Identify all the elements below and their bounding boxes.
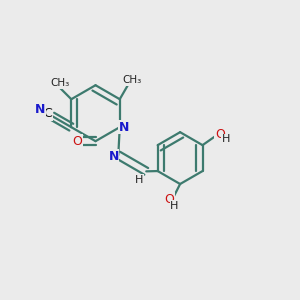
- Text: O: O: [165, 193, 175, 206]
- Text: CH₃: CH₃: [122, 75, 141, 85]
- Text: CH₃: CH₃: [50, 78, 70, 88]
- Text: N: N: [119, 121, 129, 134]
- Text: O: O: [72, 135, 82, 148]
- Text: N: N: [108, 150, 119, 163]
- Text: H: H: [135, 175, 143, 184]
- Text: N: N: [35, 103, 46, 116]
- Text: C: C: [43, 107, 52, 120]
- Text: H: H: [221, 134, 230, 144]
- Text: H: H: [170, 201, 178, 211]
- Text: O: O: [215, 128, 225, 141]
